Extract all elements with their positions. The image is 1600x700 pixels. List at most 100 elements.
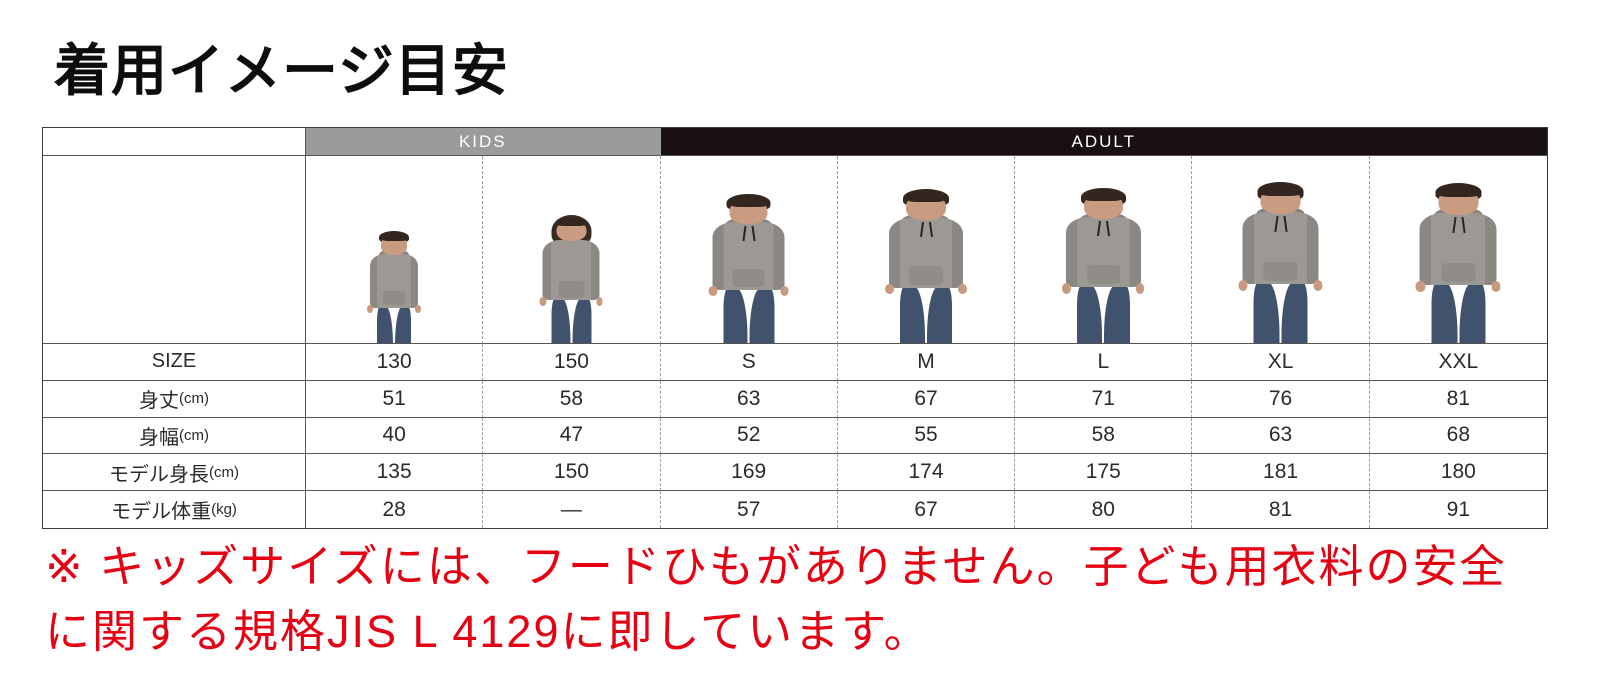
model-bangs — [1260, 185, 1301, 196]
body_length-cell-130: 51 — [306, 380, 484, 418]
body_length-cell-S: 63 — [660, 380, 838, 418]
model_weight-cell-S: 57 — [661, 491, 838, 528]
jeans-left-leg — [1253, 282, 1280, 343]
group-header-kids: KIDS — [306, 128, 661, 156]
model_height-cell-XXL: 180 — [1369, 454, 1547, 492]
right-hand — [1135, 283, 1145, 294]
jeans-right-leg — [1281, 282, 1308, 343]
hoodie-pocket — [1086, 265, 1120, 285]
size-cell-130: 130 — [306, 344, 484, 381]
row-label-body_length: 身丈 (cm) — [43, 380, 306, 418]
left-hand — [1238, 280, 1248, 292]
group-header-adult: ADULT — [660, 128, 1547, 156]
model_weight-cell-XL: 81 — [1192, 491, 1370, 528]
row-label-text: SIZE — [151, 350, 197, 373]
model-figure-L — [1054, 188, 1152, 343]
left-hand — [1415, 280, 1425, 292]
body_length-cell-XXL: 81 — [1369, 381, 1547, 418]
model-photo-L — [1015, 156, 1193, 344]
model_height-cell-L: 175 — [1015, 454, 1193, 492]
jeans-right-leg — [926, 285, 953, 343]
row-label-body_width: 身幅 (cm) — [43, 417, 306, 455]
jeans-left-leg — [551, 298, 571, 343]
body_width-cell-XXL: 68 — [1369, 418, 1547, 455]
model_height-cell-XL: 181 — [1192, 454, 1370, 492]
jeans-right-leg — [394, 306, 412, 343]
model_weight-cell-130: 28 — [306, 491, 484, 528]
right-hand — [958, 283, 968, 295]
row-label-size: SIZE — [43, 344, 306, 381]
model_weight-cell-XXL: 91 — [1446, 497, 1471, 521]
row-label-model_height: モデル身長 (cm) — [43, 454, 306, 492]
model-bangs — [1084, 191, 1123, 202]
model_height-cell-130: 135 — [306, 454, 484, 492]
row-label-text: 身丈 — [139, 390, 179, 413]
hoodie-pocket — [1263, 261, 1298, 282]
photo-row-label-spacer — [43, 156, 306, 344]
model_weight-cell-M: 67 — [838, 491, 1016, 528]
model_weight-cell-L: 80 — [1015, 491, 1193, 528]
hoodie-pocket — [383, 290, 405, 306]
row-label-model_weight: モデル体重 (kg) — [43, 491, 306, 528]
size-chart-table: KIDS ADULT SIZE 130 150 S M L XL XXL 身丈 (cm) 51 58 63 6… — [42, 127, 1548, 529]
model-bangs — [906, 192, 946, 203]
model_height-cell-S: 169 — [660, 454, 838, 492]
row-label-text: モデル体重 — [111, 501, 212, 524]
row-label-unit: (cm) — [209, 463, 239, 481]
model-photo-150 — [483, 156, 661, 344]
model-figure-130 — [362, 231, 426, 343]
jeans-left-leg — [376, 306, 394, 343]
model-photo-S — [660, 156, 838, 344]
model-photo-M — [837, 156, 1016, 344]
row-label-unit: (cm) — [179, 426, 209, 444]
model-bangs — [381, 233, 407, 242]
size-cell-M: M — [837, 344, 1016, 381]
size-cell-150: 150 — [483, 344, 661, 381]
body_width-cell-XL: 63 — [1192, 417, 1370, 455]
jeans-left-leg — [1076, 285, 1103, 343]
body_width-cell-150: 47 — [483, 417, 661, 455]
left-hand — [367, 304, 373, 313]
hoodie-pocket — [909, 266, 943, 285]
left-hand — [539, 296, 547, 306]
jeans-left-leg — [723, 288, 748, 343]
model-photo-XXL — [1369, 156, 1547, 344]
hoodie-pocket — [732, 269, 765, 288]
jeans-left-leg — [899, 285, 925, 343]
model-figure-M — [877, 189, 975, 343]
model-bangs — [556, 218, 587, 227]
model-figure-XL — [1230, 182, 1331, 343]
body_width-cell-L: 58 — [1015, 417, 1193, 455]
left-hand — [708, 286, 718, 297]
body_width-cell-130: 40 — [306, 417, 484, 455]
jeans-right-leg — [572, 298, 592, 343]
model_height-cell-M: 174 — [837, 454, 1016, 492]
body_length-cell-M: 67 — [837, 380, 1016, 418]
jeans-right-leg — [1459, 282, 1486, 343]
right-hand — [1313, 280, 1323, 292]
model-figure-S — [701, 194, 796, 343]
row-label-unit: (cm) — [179, 390, 209, 408]
right-hand — [780, 286, 789, 297]
jeans-left-leg — [1431, 282, 1458, 343]
model-bangs — [730, 197, 768, 207]
page-title: 着用イメージ目安 — [54, 39, 509, 104]
size-cell-L: L — [1015, 344, 1193, 381]
jeans-right-leg — [1104, 285, 1130, 343]
size-cell-XL: XL — [1192, 344, 1370, 381]
row-label-text: モデル身長 — [109, 463, 209, 486]
body_width-cell-S: 52 — [660, 417, 838, 455]
row-label-unit: (kg) — [211, 501, 237, 519]
jeans-right-leg — [749, 288, 775, 343]
body_length-cell-XL: 76 — [1192, 380, 1370, 418]
row-label-text: 身幅 — [139, 426, 179, 449]
kids-safety-note: ※ キッズサイズには、フードひもがありません。子ども用衣料の安全 に関する規格J… — [45, 541, 1507, 658]
model-bangs — [1438, 186, 1479, 197]
hoodie-pocket — [558, 281, 585, 298]
model-photo-130 — [306, 156, 484, 344]
size-cell-XXL: XXL — [1369, 344, 1547, 381]
model_weight-cell-150: — — [483, 491, 661, 528]
table-corner-cell — [43, 128, 306, 156]
size-cell-S: S — [660, 344, 838, 381]
right-hand — [596, 296, 603, 306]
